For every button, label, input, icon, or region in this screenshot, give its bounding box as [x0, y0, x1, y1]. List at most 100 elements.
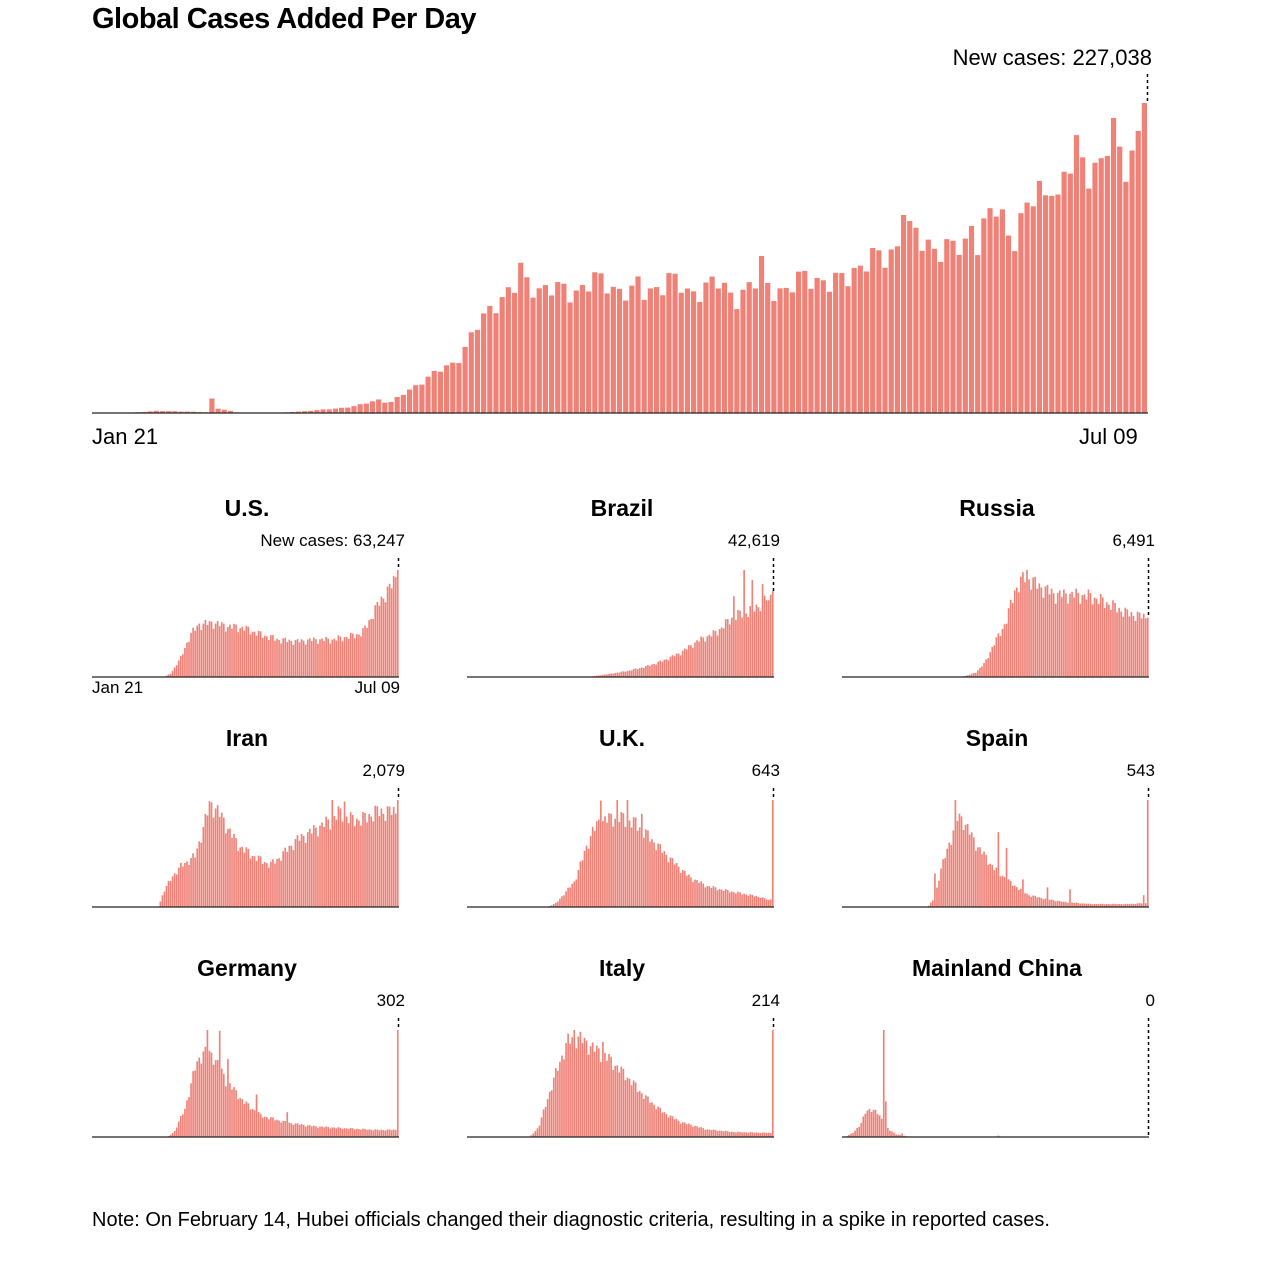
- italy-bar: [753, 1132, 756, 1137]
- uk-bar: [653, 842, 655, 907]
- spain-bar: [1140, 903, 1143, 907]
- germany-bar: [204, 1046, 207, 1137]
- global-bar: [1123, 181, 1129, 413]
- brazil-bar: [735, 619, 737, 677]
- uk-bar: [763, 898, 766, 907]
- iran-bar: [218, 816, 221, 907]
- italy-bar: [706, 1129, 709, 1137]
- us-bar: [325, 636, 327, 677]
- spain-bar: [1069, 889, 1071, 907]
- us-bar: [190, 632, 192, 677]
- global-bar: [536, 288, 542, 413]
- brazil-bar: [673, 656, 676, 677]
- us-bar: [239, 628, 242, 677]
- germany-bar: [270, 1117, 272, 1137]
- italy-bar: [602, 1042, 604, 1137]
- us-bar: [341, 641, 344, 677]
- iran-bar: [159, 901, 162, 907]
- brazil-bar: [630, 670, 633, 677]
- germany-bar: [282, 1120, 284, 1137]
- spain-bar: [1081, 903, 1084, 907]
- italy-bar: [634, 1082, 637, 1137]
- italy-bar: [726, 1131, 729, 1137]
- chart-spain-value-label: 543: [1126, 761, 1155, 780]
- spain-bar: [1042, 899, 1045, 907]
- italy-bar: [573, 1030, 576, 1137]
- germany-bar: [225, 1086, 227, 1137]
- us-bar: [241, 626, 244, 677]
- spain-bar: [1028, 895, 1030, 907]
- russia-bar: [1050, 588, 1053, 677]
- russia-bar: [1073, 597, 1075, 677]
- uk-bar: [761, 897, 764, 907]
- global-bar: [511, 292, 518, 413]
- iran-bar: [169, 881, 172, 907]
- global-bar: [1092, 162, 1098, 413]
- china-bar: [864, 1113, 867, 1137]
- us-bar: [333, 638, 336, 677]
- us-bar: [253, 631, 256, 677]
- brazil-bar: [716, 635, 719, 677]
- germany-bar: [333, 1127, 336, 1137]
- italy-bar: [737, 1131, 739, 1137]
- brazil-bar: [634, 668, 637, 677]
- global-bar: [1024, 202, 1030, 413]
- chart-russia-plot: [842, 558, 1150, 678]
- russia-bar: [1101, 597, 1104, 677]
- germany-bar: [308, 1125, 311, 1137]
- uk-bar: [606, 822, 608, 907]
- russia-bar: [1005, 623, 1008, 677]
- uk-bar: [675, 862, 678, 907]
- us-bar: [175, 665, 178, 677]
- germany-bar: [321, 1126, 323, 1137]
- us-bar: [225, 631, 227, 677]
- global-bar: [209, 398, 215, 413]
- china-bar: [870, 1112, 873, 1137]
- global-bar: [783, 287, 789, 413]
- brazil-bar: [737, 610, 739, 677]
- us-bar: [274, 640, 276, 677]
- uk-bar: [569, 887, 571, 907]
- global-bar: [604, 293, 610, 413]
- spain-bar: [1048, 899, 1051, 907]
- germany-bar: [263, 1116, 266, 1137]
- us-bar: [184, 647, 186, 677]
- spain-bar: [1018, 889, 1020, 907]
- germany-bar: [382, 1130, 385, 1137]
- italy-bar: [604, 1052, 606, 1137]
- uk-bar: [712, 886, 715, 907]
- brazil-bar: [765, 600, 768, 677]
- spain-bar: [1036, 897, 1039, 907]
- brazil-bar: [759, 611, 762, 677]
- us-bar: [362, 628, 364, 677]
- uk-bar: [550, 905, 553, 907]
- spain-bar: [1136, 903, 1139, 907]
- italy-bar: [728, 1132, 731, 1137]
- global-bar: [1135, 130, 1141, 413]
- iran-bar: [163, 891, 166, 907]
- italy-bar: [700, 1127, 702, 1137]
- germany-bar: [180, 1115, 182, 1137]
- germany-bar: [362, 1128, 364, 1137]
- spain-bar: [1116, 904, 1118, 907]
- us-bar: [366, 627, 368, 677]
- global-bar: [894, 246, 900, 413]
- germany-bar: [272, 1117, 274, 1137]
- global-bar: [981, 218, 987, 413]
- russia-bar: [1140, 618, 1143, 677]
- spain-bar: [942, 859, 944, 907]
- global-bar: [524, 277, 530, 413]
- italy-bar: [614, 1065, 617, 1137]
- us-bar: [351, 633, 354, 677]
- brazil-bar: [616, 672, 619, 677]
- russia-bar: [999, 635, 1002, 677]
- uk-bar: [759, 898, 762, 907]
- us-bar: [353, 638, 356, 677]
- global-bar: [765, 283, 771, 413]
- global-bar: [623, 300, 629, 413]
- global-bar: [870, 247, 876, 413]
- italy-bar: [561, 1055, 563, 1137]
- us-bar: [298, 642, 301, 677]
- iran-bar: [353, 826, 356, 907]
- global-bar: [635, 276, 641, 413]
